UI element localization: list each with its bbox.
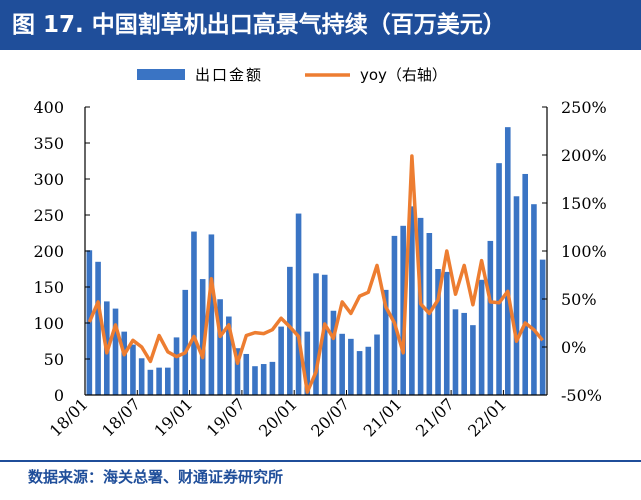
bar bbox=[365, 346, 372, 395]
divider bbox=[0, 460, 641, 462]
bar bbox=[470, 325, 476, 395]
legend-bar-label: 出口金额 bbox=[195, 66, 263, 84]
left-tick-label: 100 bbox=[33, 314, 64, 333]
bar bbox=[130, 344, 136, 395]
bar bbox=[504, 127, 511, 395]
bar bbox=[382, 289, 389, 395]
right-tick-label: 50% bbox=[561, 290, 597, 309]
bar bbox=[452, 309, 459, 395]
bar bbox=[374, 334, 380, 395]
bar bbox=[330, 310, 337, 395]
bar bbox=[156, 367, 162, 395]
bar bbox=[339, 333, 345, 395]
x-tick-label: 18/01 bbox=[46, 394, 92, 440]
bar bbox=[191, 231, 197, 395]
chart: 0 50 100 150 200 250 300 350 400 -50% 0% 50% 100% 150… bbox=[33, 66, 607, 440]
right-tick-label: 0% bbox=[561, 338, 586, 357]
right-tick-label: 250% bbox=[561, 98, 607, 117]
bar bbox=[461, 312, 467, 395]
bar bbox=[287, 266, 293, 395]
bar bbox=[321, 274, 328, 395]
bar bbox=[112, 308, 119, 395]
bar bbox=[435, 269, 441, 395]
bar bbox=[269, 361, 276, 395]
yoy-line bbox=[87, 154, 544, 394]
left-tick-label: 0 bbox=[54, 386, 64, 405]
bar bbox=[417, 217, 424, 395]
right-tick-label: 200% bbox=[561, 146, 607, 165]
left-tick-label: 150 bbox=[33, 278, 64, 297]
x-tick-label: 22/01 bbox=[464, 394, 510, 440]
bar bbox=[478, 279, 485, 395]
bar bbox=[234, 348, 241, 395]
bar bbox=[522, 173, 529, 395]
bar bbox=[260, 364, 267, 395]
bar bbox=[409, 206, 415, 395]
bar bbox=[391, 235, 398, 395]
bar bbox=[295, 213, 302, 395]
bar bbox=[496, 163, 502, 395]
bar bbox=[400, 225, 406, 395]
left-tick-label: 400 bbox=[33, 98, 64, 117]
bar bbox=[252, 366, 258, 395]
bar bbox=[348, 338, 354, 395]
right-tick-label: 150% bbox=[561, 194, 607, 213]
bar bbox=[121, 331, 128, 395]
bar bbox=[226, 316, 232, 395]
bar bbox=[304, 331, 311, 395]
bar bbox=[356, 351, 363, 395]
x-tick-label: 21/07 bbox=[412, 394, 458, 440]
bar bbox=[199, 279, 206, 395]
figure-title: 图 17. 中国割草机出口高景气持续（百万美元） bbox=[0, 0, 641, 50]
left-tick-label: 250 bbox=[33, 206, 64, 225]
bar bbox=[217, 299, 223, 395]
bar bbox=[278, 326, 284, 395]
bar bbox=[95, 261, 101, 395]
left-tick-label: 50 bbox=[44, 350, 64, 369]
legend-bar-swatch bbox=[137, 69, 185, 80]
bar bbox=[539, 259, 546, 395]
bar bbox=[165, 367, 171, 395]
bar bbox=[243, 353, 250, 395]
legend-line-label: yoy（右轴） bbox=[360, 66, 447, 84]
bar bbox=[173, 337, 180, 395]
x-tick-label: 20/01 bbox=[255, 394, 301, 440]
x-tick-label: 21/01 bbox=[360, 394, 406, 440]
bar bbox=[313, 273, 319, 395]
left-tick-label: 200 bbox=[33, 242, 64, 261]
bar bbox=[182, 289, 189, 395]
left-tick-label: 300 bbox=[33, 170, 64, 189]
bar bbox=[443, 271, 450, 395]
bar bbox=[531, 204, 537, 395]
bar bbox=[208, 234, 215, 395]
right-tick-label: -50% bbox=[561, 386, 602, 405]
right-tick-label: 100% bbox=[561, 242, 607, 261]
source-note: 数据来源：海关总署、财通证券研究所 bbox=[28, 468, 284, 486]
x-tick-label: 18/07 bbox=[98, 394, 144, 440]
bar bbox=[147, 369, 154, 395]
x-tick-label: 19/01 bbox=[150, 394, 196, 440]
bar bbox=[487, 240, 494, 395]
bar bbox=[138, 358, 145, 395]
left-tick-label: 350 bbox=[33, 134, 64, 153]
x-tick-label: 19/07 bbox=[203, 394, 249, 440]
bar bbox=[513, 196, 520, 395]
x-tick-label: 20/07 bbox=[307, 394, 353, 440]
